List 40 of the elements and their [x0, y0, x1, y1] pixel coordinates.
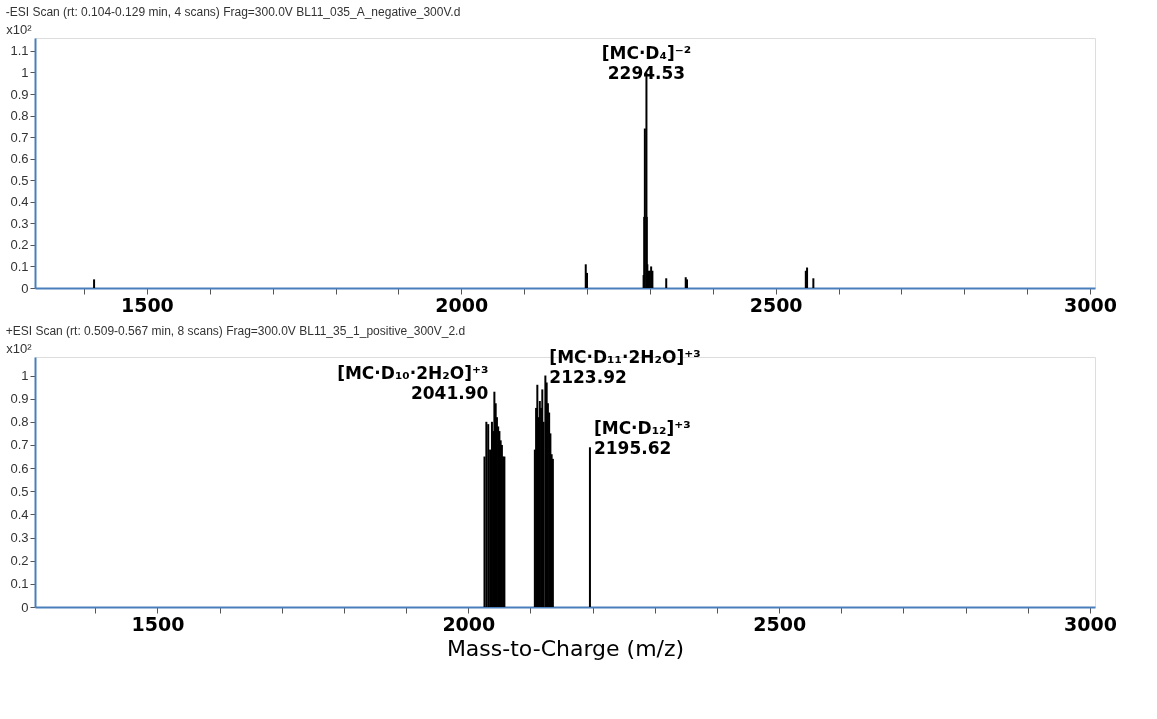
annotation: [MC·D₁₂]⁺³ 2195.62 [593, 418, 691, 459]
y-tick-label: 0.4 [10, 506, 29, 522]
y-tick-label: 0.5 [10, 172, 29, 188]
y-tick-label: 0.7 [10, 437, 29, 453]
y-tick-label: 0.1 [10, 258, 29, 274]
y-tick-label: 0.6 [10, 151, 29, 167]
y-tick-label: 0.3 [10, 215, 29, 231]
x-tick-label: 2000 [442, 612, 496, 635]
y-tick-label: 1 [21, 368, 29, 384]
y-tick-label: 0.9 [10, 86, 29, 102]
y-tick-label: 0.4 [10, 194, 29, 210]
y-tick-label: 0.5 [10, 483, 29, 499]
y-tick-label: 0.9 [10, 391, 29, 407]
y-tick-label: 1 [21, 64, 29, 80]
y-tick-label: 0.7 [10, 129, 29, 145]
y-tick-label: 1.1 [10, 43, 29, 59]
x-tick-label: 3000 [1064, 612, 1117, 635]
x-tick-label: 3000 [1064, 293, 1117, 316]
y-tick-label: 0.1 [10, 576, 29, 592]
x-tick-label: 1500 [131, 612, 185, 635]
y-axis-title: x10² [6, 21, 33, 37]
annotation: [MC·D₄]⁻² 2294.53 [601, 43, 692, 84]
x-axis-title: Mass-to-Charge (m/z) [446, 635, 685, 661]
y-tick-label: 0.6 [10, 460, 29, 476]
y-tick-label: 0.2 [10, 237, 29, 253]
x-tick-label: 2000 [435, 293, 489, 316]
annotation: [MC·D₁₁·2H₂O]⁺³ 2123.92 [549, 346, 701, 387]
x-tick-label: 2500 [749, 293, 803, 316]
y-axis-title: x10² [6, 340, 33, 356]
y-tick-label: 0.8 [10, 414, 29, 430]
x-tick-label: 1500 [120, 293, 174, 316]
y-tick-label: 0 [21, 280, 29, 296]
chart-title: -ESI Scan (rt: 0.104-0.129 min, 4 scans) Frag=300.0V BL11_035_A_negative_300V.d [5, 5, 461, 19]
chart-title: +ESI Scan (rt: 0.509-0.567 min, 8 scans) Frag=300.0V BL11_35_1_positive_300V_2.d [5, 324, 466, 338]
y-tick-label: 0.3 [10, 530, 29, 546]
y-tick-label: 0.2 [10, 553, 29, 569]
x-tick-label: 2500 [753, 612, 807, 635]
y-tick-label: 0.8 [10, 108, 29, 124]
y-tick-label: 0 [21, 599, 29, 615]
annotation: [MC·D₁₀·2H₂O]⁺³ 2041.90 [337, 362, 489, 403]
